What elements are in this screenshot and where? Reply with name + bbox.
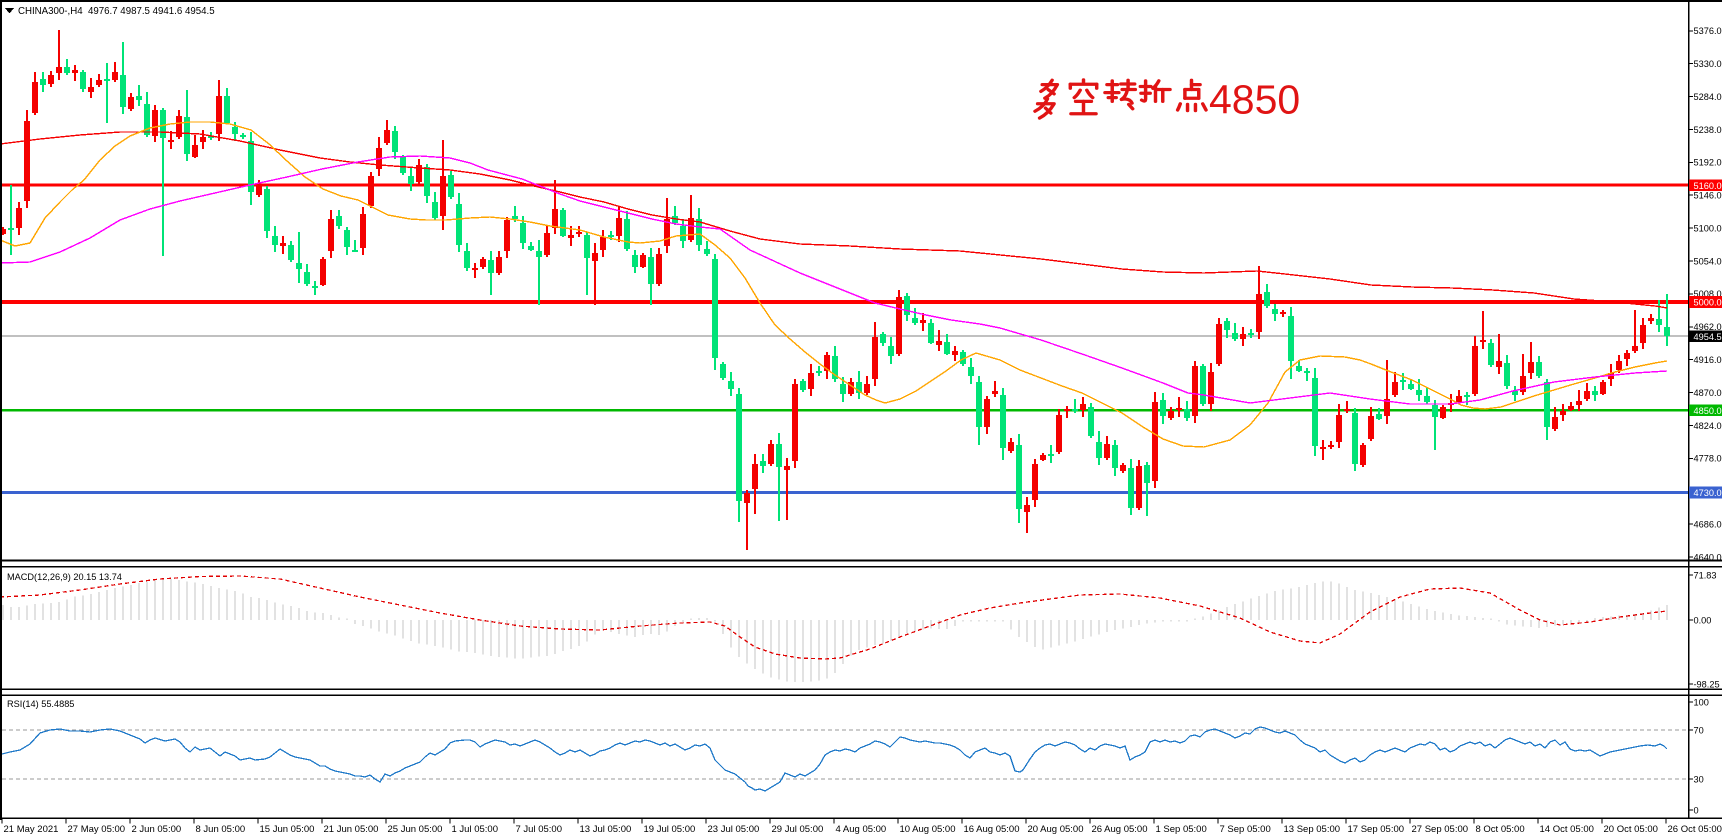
svg-text:5000.0: 5000.0 <box>1694 298 1722 308</box>
svg-text:5008.0: 5008.0 <box>1694 289 1722 299</box>
svg-text:27 May 05:00: 27 May 05:00 <box>68 824 126 835</box>
svg-text:2 Jun 05:00: 2 Jun 05:00 <box>132 824 182 835</box>
svg-text:27 Sep 05:00: 27 Sep 05:00 <box>1412 824 1469 835</box>
svg-text:20 Oct 05:00: 20 Oct 05:00 <box>1604 824 1658 835</box>
svg-text:4954.5: 4954.5 <box>1694 332 1722 342</box>
svg-text:15 Jun 05:00: 15 Jun 05:00 <box>260 824 315 835</box>
svg-text:14 Oct 05:00: 14 Oct 05:00 <box>1540 824 1594 835</box>
svg-text:5330.0: 5330.0 <box>1694 59 1722 69</box>
svg-text:7 Jul 05:00: 7 Jul 05:00 <box>516 824 562 835</box>
svg-text:29 Jul 05:00: 29 Jul 05:00 <box>772 824 824 835</box>
svg-text:4 Aug 05:00: 4 Aug 05:00 <box>836 824 887 835</box>
svg-text:19 Jul 05:00: 19 Jul 05:00 <box>644 824 696 835</box>
svg-text:4850.0: 4850.0 <box>1694 406 1722 416</box>
svg-text:13 Jul 05:00: 13 Jul 05:00 <box>580 824 632 835</box>
svg-text:5100.0: 5100.0 <box>1694 223 1722 233</box>
svg-text:4824.0: 4824.0 <box>1694 421 1722 431</box>
svg-text:4962.0: 4962.0 <box>1694 322 1722 332</box>
svg-text:70: 70 <box>1694 725 1704 735</box>
svg-text:26 Oct 05:00: 26 Oct 05:00 <box>1668 824 1722 835</box>
svg-text:5284.0: 5284.0 <box>1694 92 1722 102</box>
svg-text:5160.0: 5160.0 <box>1694 181 1722 191</box>
svg-text:5192.0: 5192.0 <box>1694 158 1722 168</box>
svg-text:13 Sep 05:00: 13 Sep 05:00 <box>1284 824 1341 835</box>
svg-text:71.83: 71.83 <box>1694 570 1717 580</box>
svg-text:4730.0: 4730.0 <box>1694 488 1722 498</box>
svg-text:21 Jun 05:00: 21 Jun 05:00 <box>324 824 379 835</box>
svg-text:4870.0: 4870.0 <box>1694 388 1722 398</box>
svg-text:5054.0: 5054.0 <box>1694 256 1722 266</box>
svg-text:26 Aug 05:00: 26 Aug 05:00 <box>1092 824 1148 835</box>
svg-text:4640.0: 4640.0 <box>1694 552 1722 562</box>
svg-text:MACD(12,26,9) 20.15 13.74: MACD(12,26,9) 20.15 13.74 <box>7 572 122 582</box>
svg-text:7 Sep 05:00: 7 Sep 05:00 <box>1220 824 1271 835</box>
svg-text:RSI(14) 55.4885: RSI(14) 55.4885 <box>7 699 74 709</box>
svg-text:4778.0: 4778.0 <box>1694 454 1722 464</box>
svg-text:4686.0: 4686.0 <box>1694 519 1722 529</box>
svg-text:8 Oct 05:00: 8 Oct 05:00 <box>1476 824 1525 835</box>
svg-text:30: 30 <box>1694 774 1704 784</box>
svg-text:-98.25: -98.25 <box>1694 679 1720 689</box>
svg-text:1 Sep 05:00: 1 Sep 05:00 <box>1156 824 1207 835</box>
svg-text:1 Jul 05:00: 1 Jul 05:00 <box>452 824 498 835</box>
svg-text:5238.0: 5238.0 <box>1694 125 1722 135</box>
svg-text:17 Sep 05:00: 17 Sep 05:00 <box>1348 824 1405 835</box>
svg-text:23 Jul 05:00: 23 Jul 05:00 <box>708 824 760 835</box>
svg-text:5146.0: 5146.0 <box>1694 191 1722 201</box>
svg-text:CHINA300-,H4 4976.7 4987.5 49: CHINA300-,H4 4976.7 4987.5 4941.6 4954.5 <box>18 6 215 17</box>
svg-text:21 May 2021: 21 May 2021 <box>4 824 59 835</box>
svg-text:100: 100 <box>1694 697 1709 707</box>
svg-text:20 Aug 05:00: 20 Aug 05:00 <box>1028 824 1084 835</box>
svg-text:4916.0: 4916.0 <box>1694 355 1722 365</box>
svg-text:4850: 4850 <box>1209 77 1300 123</box>
svg-text:10 Aug 05:00: 10 Aug 05:00 <box>900 824 956 835</box>
svg-text:16 Aug 05:00: 16 Aug 05:00 <box>964 824 1020 835</box>
svg-text:25 Jun 05:00: 25 Jun 05:00 <box>388 824 443 835</box>
svg-text:5376.0: 5376.0 <box>1694 26 1722 36</box>
svg-text:8 Jun 05:00: 8 Jun 05:00 <box>196 824 246 835</box>
svg-text:0.00: 0.00 <box>1694 615 1712 625</box>
svg-text:0: 0 <box>1694 805 1699 815</box>
